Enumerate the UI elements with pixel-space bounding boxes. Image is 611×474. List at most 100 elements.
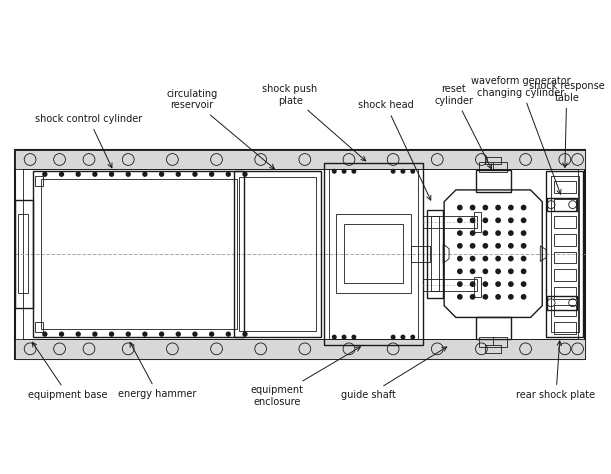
Circle shape	[458, 218, 462, 222]
Text: equipment base: equipment base	[28, 342, 108, 400]
Circle shape	[411, 335, 414, 339]
Bar	[329, 169, 418, 339]
Circle shape	[496, 282, 500, 286]
Circle shape	[483, 295, 488, 299]
Circle shape	[496, 205, 500, 210]
Circle shape	[159, 172, 164, 176]
Bar	[15, 150, 585, 359]
Circle shape	[159, 332, 164, 336]
Circle shape	[226, 172, 230, 176]
Bar	[344, 224, 403, 283]
Bar	[547, 296, 577, 310]
Text: shock push
plate: shock push plate	[263, 84, 366, 161]
Circle shape	[509, 282, 513, 286]
Text: shock response
table: shock response table	[529, 81, 605, 167]
Bar	[428, 210, 443, 298]
Circle shape	[243, 332, 247, 336]
Circle shape	[496, 244, 500, 248]
Circle shape	[352, 170, 356, 173]
Circle shape	[458, 205, 462, 210]
Bar	[23, 169, 577, 339]
Bar	[554, 217, 576, 228]
Circle shape	[458, 269, 462, 273]
Circle shape	[193, 332, 197, 336]
Circle shape	[521, 282, 526, 286]
Bar	[33, 171, 244, 337]
Circle shape	[177, 332, 180, 336]
Circle shape	[59, 332, 64, 336]
Circle shape	[143, 172, 147, 176]
Circle shape	[483, 269, 488, 273]
Text: rear shock plate: rear shock plate	[516, 341, 596, 400]
Bar	[431, 217, 439, 291]
Circle shape	[93, 332, 97, 336]
Circle shape	[521, 244, 526, 248]
Bar	[480, 163, 507, 172]
Bar	[475, 170, 511, 192]
Bar	[554, 181, 576, 193]
Circle shape	[521, 269, 526, 273]
Circle shape	[470, 295, 475, 299]
Circle shape	[177, 172, 180, 176]
Circle shape	[458, 231, 462, 235]
Circle shape	[392, 170, 395, 173]
Circle shape	[470, 244, 475, 248]
Circle shape	[521, 205, 526, 210]
Circle shape	[458, 282, 462, 286]
Circle shape	[509, 244, 513, 248]
Circle shape	[521, 256, 526, 261]
Circle shape	[483, 282, 488, 286]
Circle shape	[392, 335, 395, 339]
Bar	[15, 339, 585, 359]
Circle shape	[521, 295, 526, 299]
Text: energy hammer: energy hammer	[119, 342, 197, 399]
Text: waveform generator
changing cylinder: waveform generator changing cylinder	[471, 76, 571, 194]
Bar	[546, 171, 584, 337]
Circle shape	[509, 205, 513, 210]
Circle shape	[496, 218, 500, 222]
Text: shock head: shock head	[359, 100, 431, 200]
Circle shape	[483, 218, 488, 222]
Bar	[554, 269, 576, 281]
Circle shape	[509, 256, 513, 261]
Circle shape	[243, 172, 247, 176]
Circle shape	[332, 170, 336, 173]
Bar	[474, 212, 481, 232]
Bar	[15, 150, 585, 169]
Circle shape	[483, 244, 488, 248]
Circle shape	[458, 256, 462, 261]
Circle shape	[470, 282, 475, 286]
Circle shape	[521, 231, 526, 235]
Bar	[554, 252, 576, 264]
Circle shape	[342, 170, 346, 173]
Text: guide shaft: guide shaft	[341, 347, 447, 400]
Text: reset
cylinder: reset cylinder	[434, 84, 491, 169]
Circle shape	[352, 335, 356, 339]
Bar	[554, 305, 576, 317]
Bar	[35, 176, 43, 186]
Circle shape	[458, 295, 462, 299]
Text: equipment
enclosure: equipment enclosure	[251, 347, 360, 407]
Bar	[239, 177, 316, 331]
Text: circulating
reservoir: circulating reservoir	[166, 89, 274, 169]
Circle shape	[496, 231, 500, 235]
Circle shape	[470, 269, 475, 273]
Circle shape	[126, 332, 130, 336]
Bar	[423, 217, 477, 228]
Circle shape	[496, 295, 500, 299]
Bar	[554, 234, 576, 246]
Circle shape	[210, 332, 214, 336]
Circle shape	[332, 335, 336, 339]
Bar	[411, 246, 430, 262]
Circle shape	[143, 332, 147, 336]
Bar	[547, 198, 577, 211]
Circle shape	[521, 218, 526, 222]
Bar	[485, 345, 501, 353]
Bar	[485, 156, 501, 164]
Circle shape	[93, 172, 97, 176]
Circle shape	[401, 335, 404, 339]
Circle shape	[109, 172, 114, 176]
Bar	[551, 176, 579, 332]
Circle shape	[401, 170, 404, 173]
Circle shape	[496, 269, 500, 273]
